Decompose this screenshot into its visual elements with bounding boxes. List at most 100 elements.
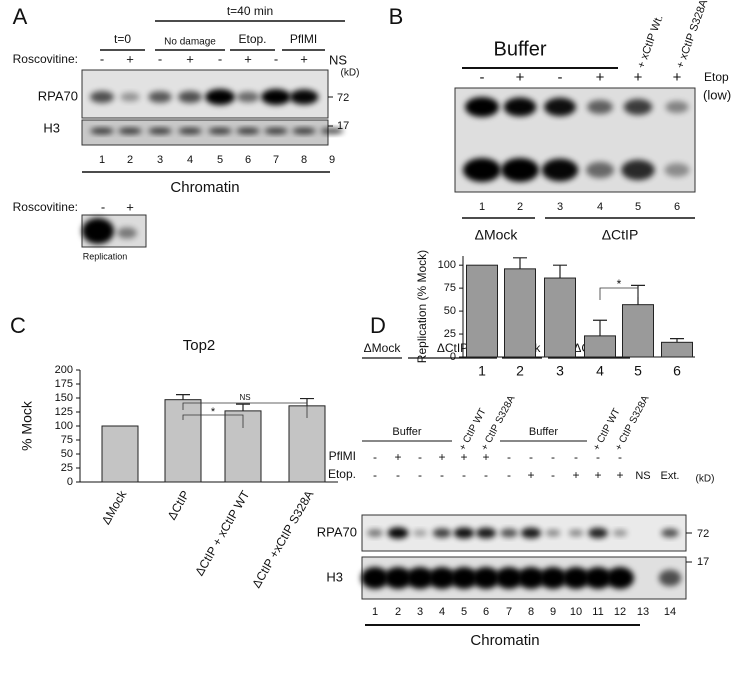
band [450, 567, 478, 589]
error-bar [553, 264, 567, 279]
error-bar [513, 257, 527, 269]
annotation: * [617, 277, 622, 291]
band [520, 527, 542, 539]
band [495, 567, 523, 589]
label: + xCtIP S328A [674, 0, 710, 70]
label: - [396, 468, 400, 482]
label: + [438, 450, 445, 464]
label: - [101, 199, 105, 214]
label: 8 [528, 606, 534, 618]
label: 1 [479, 201, 485, 213]
label: t=40 min [227, 4, 273, 18]
significance-bracket [599, 287, 639, 300]
label: - [218, 51, 222, 66]
blot [81, 119, 329, 146]
label: ΔCtIP [602, 227, 639, 243]
chart-title: Top2 [183, 337, 216, 354]
y-tick-label: 25 [444, 328, 456, 340]
band [208, 127, 232, 135]
y-tick-label: 75 [444, 282, 456, 294]
band [118, 127, 142, 135]
x-tick-label: ΔMock [99, 487, 130, 527]
label: + [634, 69, 643, 86]
label: ΔMock [475, 227, 519, 243]
band [612, 529, 628, 537]
label: PflMI [329, 449, 356, 463]
x-tick-label: ΔCtIP +xCtIP S328A [249, 488, 316, 590]
band [584, 567, 612, 589]
label: - [551, 468, 555, 482]
label: RPA70 [317, 524, 357, 539]
label: - [507, 468, 511, 482]
band [117, 227, 137, 239]
band [585, 161, 615, 179]
label: + [482, 450, 489, 464]
bar [101, 425, 139, 483]
y-tick-label: 50 [444, 305, 456, 317]
label: + [516, 69, 525, 86]
label: - [484, 468, 488, 482]
label: t=0 [114, 32, 131, 46]
y-tick-label: 75 [61, 434, 73, 446]
band [82, 218, 114, 244]
x-tick-label: 1 [478, 363, 486, 379]
label: 9 [550, 606, 556, 618]
band [545, 529, 561, 537]
annotation: * [211, 406, 216, 418]
label: - [373, 468, 377, 482]
label: NS [329, 52, 347, 67]
band [178, 91, 202, 103]
band [503, 97, 537, 117]
label: + [300, 51, 308, 66]
label: Replication [83, 251, 128, 261]
x-tick-label: 3 [556, 363, 564, 379]
label: 2 [517, 201, 523, 213]
label: - [551, 450, 555, 464]
label: + [596, 69, 605, 86]
y-tick-label: 175 [55, 378, 73, 390]
band [453, 527, 475, 539]
y-tick-label: 0 [450, 351, 456, 363]
label: + [244, 51, 252, 66]
band [664, 163, 690, 177]
label: + [616, 468, 623, 482]
label: 11 [592, 606, 603, 618]
band [428, 567, 456, 589]
band [292, 127, 316, 135]
label: 6 [483, 606, 489, 618]
axis-title: % Mock [19, 400, 35, 451]
label: (kD) [341, 68, 360, 79]
label: - [418, 468, 422, 482]
band [665, 101, 689, 113]
label: PflMI [290, 32, 317, 46]
label: + [126, 199, 134, 214]
bar [622, 304, 654, 358]
band [432, 528, 452, 538]
label: Buffer [392, 426, 421, 438]
label: - [440, 468, 444, 482]
label: 3 [557, 201, 563, 213]
error-bar [236, 403, 250, 411]
label: + xCtIP Wt. [635, 14, 665, 70]
band [264, 127, 288, 135]
label: + [527, 468, 534, 482]
x-tick-label: 5 [634, 363, 642, 379]
x-tick-label: ΔCtIP + xCtIP WT [192, 488, 252, 579]
label: + [572, 468, 579, 482]
error-bar [593, 319, 607, 336]
label: - [480, 69, 485, 86]
band [661, 528, 679, 538]
label: 5 [217, 154, 223, 166]
label: - [274, 51, 278, 66]
band [541, 158, 579, 182]
label: 17 [697, 556, 709, 568]
y-tick-label: 125 [55, 406, 73, 418]
label: 12 [614, 606, 626, 618]
y-tick-label: 0 [67, 476, 73, 488]
band [562, 567, 590, 589]
label: Etop [704, 70, 729, 84]
label: 72 [697, 528, 709, 540]
y-tick-label: 150 [55, 392, 73, 404]
label: Chromatin [170, 179, 239, 196]
label: 2 [127, 154, 133, 166]
